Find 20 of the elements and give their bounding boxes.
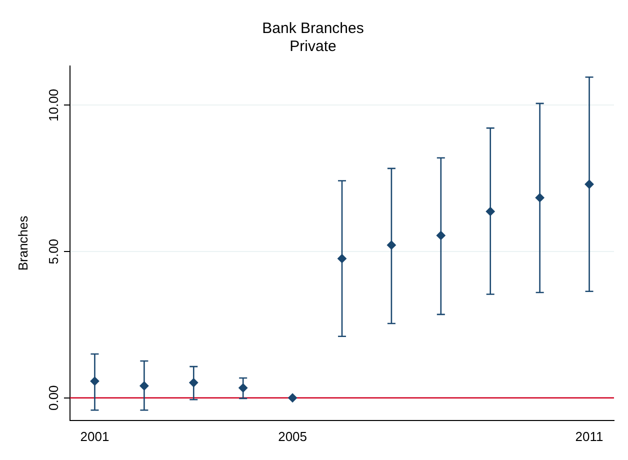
x-tick-label: 2005 [278, 428, 308, 444]
x-tick-label: 2001 [80, 428, 110, 444]
point [238, 383, 248, 392]
point [535, 193, 544, 202]
point [90, 376, 100, 386]
point [584, 180, 594, 189]
point [140, 381, 149, 390]
point [486, 206, 495, 216]
y-axis-title: Branches [15, 215, 30, 271]
point [436, 230, 446, 240]
y-tick-label: 10.00 [46, 88, 62, 122]
point [288, 393, 298, 402]
x-tick-label: 2011 [575, 428, 604, 444]
chart-subtitle: Private [290, 38, 336, 56]
point [338, 254, 346, 264]
point [386, 240, 396, 250]
y-tick-label: 0.00 [46, 385, 62, 411]
point [189, 378, 198, 388]
y-tick-label: 5.00 [46, 238, 62, 264]
chart-title: Bank Branches [262, 20, 364, 38]
